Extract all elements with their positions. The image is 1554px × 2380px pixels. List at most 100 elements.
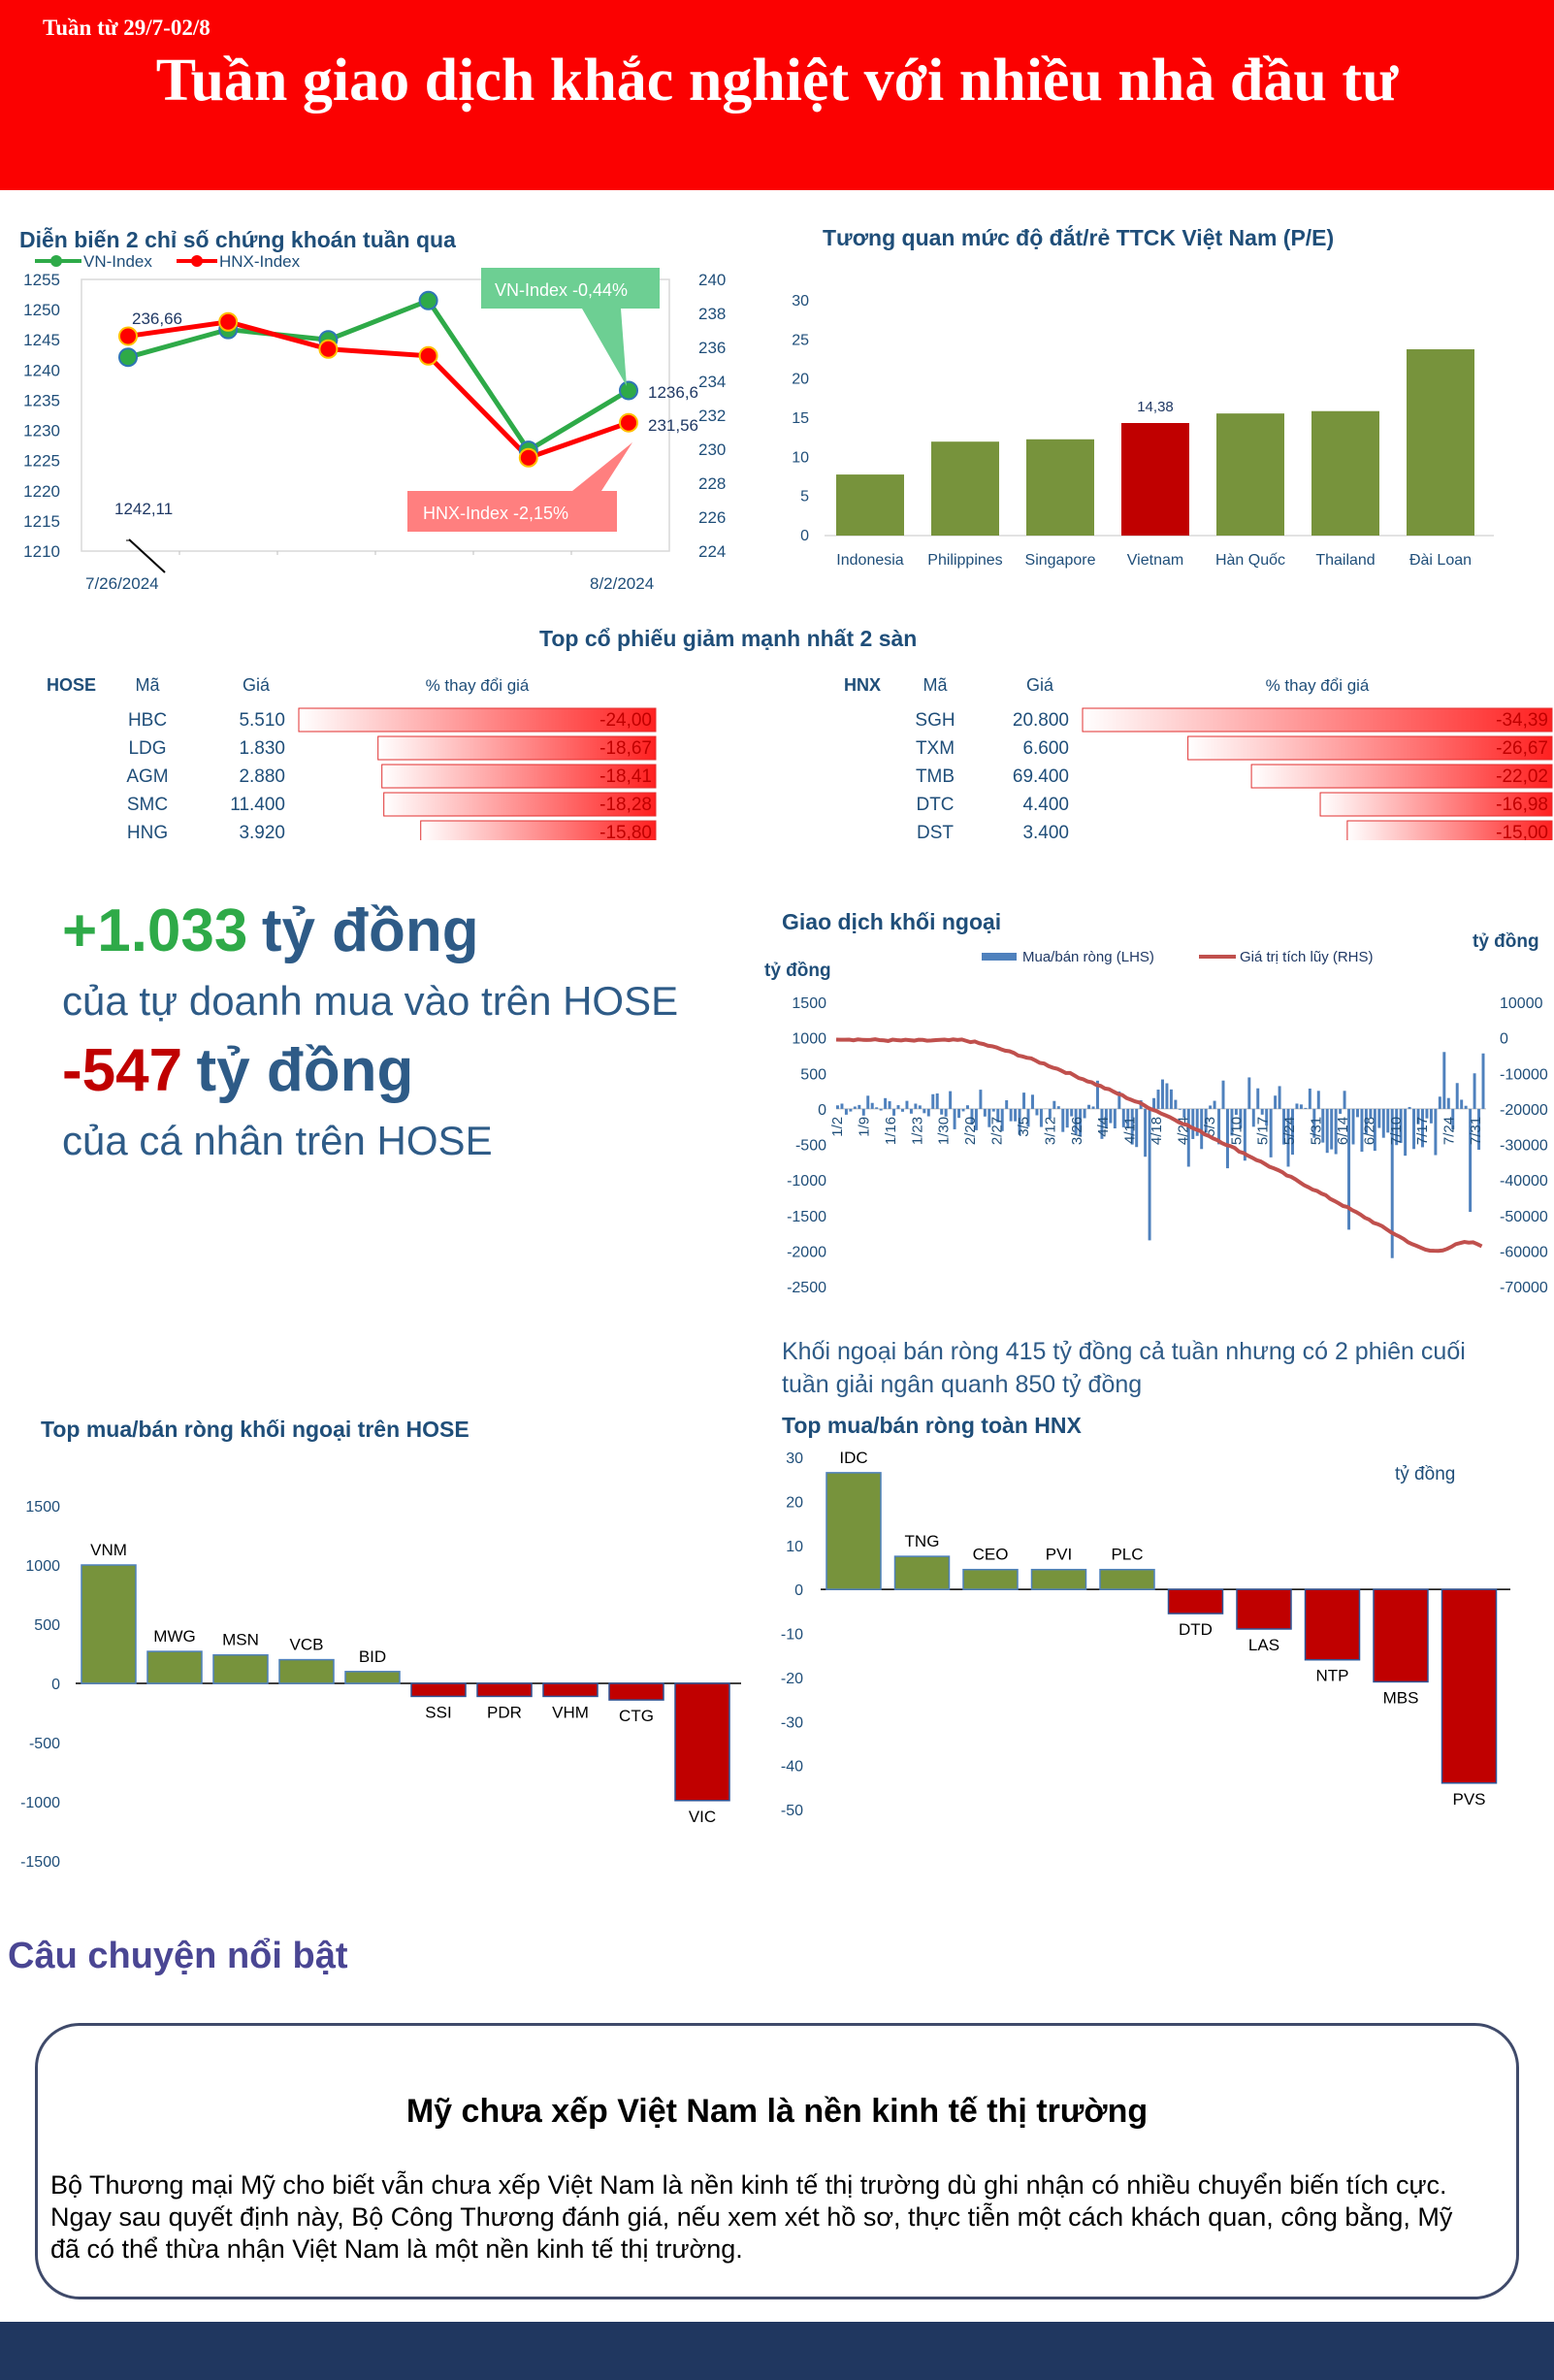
loser-change-value: -22,02 bbox=[1496, 766, 1548, 787]
foreign-flow-bar bbox=[1404, 1108, 1408, 1157]
foreign-flow-bar bbox=[1161, 1079, 1164, 1109]
loser-price: 6.600 bbox=[1022, 738, 1069, 759]
callout-hnx: HNX-Index -2,15% bbox=[407, 442, 632, 532]
hnx-foreign-tick: 20 bbox=[786, 1494, 803, 1511]
foreign-flow-bar bbox=[953, 1108, 956, 1129]
hose-foreign-bar-ctg bbox=[608, 1682, 664, 1701]
index-right-tick: 232 bbox=[698, 407, 726, 425]
hnx-foreign-label: NTP bbox=[1316, 1667, 1349, 1685]
foreign-flow-bar bbox=[1451, 1108, 1455, 1130]
hnx-foreign-bar-mbs bbox=[1373, 1588, 1429, 1683]
hose-foreign-bar-msn bbox=[212, 1653, 269, 1684]
index-left-tick: 1230 bbox=[23, 422, 60, 440]
loser-code: DST bbox=[917, 823, 954, 840]
foreign-flow-bar bbox=[1096, 1080, 1099, 1109]
foreign-flow-bar bbox=[970, 1108, 974, 1125]
loser-code: TXM bbox=[916, 738, 955, 759]
foreign-flow-bar bbox=[884, 1097, 888, 1109]
index-chart-title: Diễn biến 2 chỉ số chứng khoán tuần qua bbox=[19, 227, 456, 252]
hose-foreign-chart: 1500 1000 500 0 -500 -1000 -1500 VNM MWG MSN VCB B… bbox=[20, 1499, 741, 1871]
foreign-flow-bar bbox=[1039, 1108, 1043, 1127]
foreign-left-tick: 500 bbox=[800, 1066, 826, 1083]
index-right-tick: 226 bbox=[698, 508, 726, 527]
pe-bar-vietnam bbox=[1121, 423, 1189, 536]
hose-foreign-bar-mwg bbox=[146, 1650, 203, 1684]
hose-foreign-label: VIC bbox=[689, 1808, 716, 1826]
foreign-flow-bar bbox=[1178, 1108, 1182, 1110]
loser-price: 4.400 bbox=[1022, 795, 1069, 815]
foreign-left-tick: 0 bbox=[818, 1102, 826, 1119]
loser-price: 11.400 bbox=[230, 795, 285, 815]
foreign-flow-bar bbox=[1126, 1108, 1130, 1128]
index-right-tick: 224 bbox=[698, 542, 726, 561]
hose-foreign-bar-ssi bbox=[410, 1682, 467, 1698]
loser-price: 1.830 bbox=[239, 738, 285, 759]
foreign-flow-bar bbox=[1351, 1108, 1355, 1145]
foreign-cumulative-line bbox=[835, 1037, 1483, 1254]
foreign-flow-bar bbox=[974, 1108, 978, 1130]
foreign-flow-bar bbox=[1169, 1089, 1173, 1109]
foreign-flow-bar bbox=[1191, 1108, 1195, 1139]
loser-change-bar bbox=[381, 764, 657, 789]
index-right-tick: 238 bbox=[698, 305, 726, 323]
week-label: Tuần từ 29/7-02/8 bbox=[43, 16, 210, 40]
pe-chart-title: Tương quan mức độ đắt/rẻ TTCK Việt Nam (… bbox=[823, 225, 1335, 250]
hnx-foreign-bar-ntp bbox=[1304, 1588, 1361, 1661]
svg-text:HNX-Index -2,15%: HNX-Index -2,15% bbox=[423, 504, 568, 523]
foreign-flow-bar bbox=[1330, 1108, 1334, 1150]
foreign-right-tick: 0 bbox=[1500, 1031, 1508, 1048]
foreign-flow-bar bbox=[1434, 1108, 1438, 1156]
hose-foreign-tick: 1000 bbox=[25, 1558, 60, 1575]
hnx-foreign-tick: -40 bbox=[781, 1759, 803, 1776]
label-hnx-end: 231,56 bbox=[648, 416, 698, 435]
hnx-index-line bbox=[127, 319, 630, 461]
pe-tick: 5 bbox=[800, 489, 809, 505]
loser-change-bar bbox=[1346, 820, 1553, 840]
hose-foreign-label: BID bbox=[359, 1647, 386, 1666]
foreign-flow-bar bbox=[1217, 1108, 1221, 1145]
foreign-flow-bar bbox=[1364, 1108, 1368, 1134]
label-vn-start: 1242,11 bbox=[114, 500, 173, 518]
foreign-flow-bar bbox=[1274, 1095, 1278, 1109]
foreign-date-label: 1/9 bbox=[856, 1117, 872, 1137]
foreign-flow-bar bbox=[1416, 1108, 1420, 1125]
pe-bar-philippines bbox=[931, 441, 999, 536]
loser-change-value: -18,41 bbox=[599, 766, 652, 787]
foreign-flow-bar bbox=[870, 1102, 874, 1109]
foreign-flow-bar bbox=[1209, 1105, 1213, 1109]
foreign-flow-bar bbox=[1312, 1108, 1316, 1138]
foreign-flow-bar bbox=[1152, 1097, 1156, 1109]
foreign-date-label: 5/17 bbox=[1255, 1117, 1272, 1145]
foreign-flow-bar bbox=[849, 1108, 853, 1112]
foreign-flow-bar bbox=[1291, 1108, 1294, 1156]
foreign-flow-bar bbox=[1000, 1108, 1004, 1131]
foreign-flow-bar bbox=[1373, 1108, 1376, 1152]
loser-change-bar bbox=[383, 792, 657, 817]
foreign-flow-bar bbox=[1282, 1108, 1286, 1145]
foreign-flow-bar bbox=[1165, 1083, 1169, 1109]
loser-price: 3.920 bbox=[239, 823, 285, 840]
foreign-left-tick: 1500 bbox=[792, 995, 826, 1012]
foreign-flow-bar bbox=[1121, 1108, 1125, 1127]
loser-change-bar bbox=[420, 820, 657, 840]
foreign-flow-bar bbox=[983, 1108, 987, 1117]
foreign-flow-bar bbox=[1455, 1083, 1459, 1109]
label-hnx-start: 236,66 bbox=[132, 310, 182, 328]
foreign-flow-bar bbox=[1425, 1108, 1429, 1119]
page-title: Tuần giao dịch khắc nghiệt với nhiều nhà… bbox=[155, 48, 1399, 114]
foreign-date-label: 2/20 bbox=[962, 1117, 979, 1145]
foreign-flow-bar bbox=[861, 1108, 865, 1116]
foreign-flow-bar bbox=[1343, 1091, 1346, 1109]
foreign-flow-bar bbox=[949, 1091, 953, 1109]
foreign-flow-bar bbox=[1278, 1086, 1281, 1109]
foreign-flow-bar bbox=[1035, 1108, 1039, 1116]
foreign-flow-bar bbox=[1117, 1091, 1121, 1109]
foreign-flow-bar bbox=[923, 1108, 926, 1114]
foreign-flow-bar bbox=[1446, 1097, 1450, 1109]
foreign-right-tick: -20000 bbox=[1500, 1102, 1548, 1119]
index-left-tick: 1220 bbox=[23, 482, 60, 501]
hnx-foreign-tick: -30 bbox=[781, 1714, 803, 1731]
vn-index-point bbox=[418, 290, 438, 310]
foreign-legend-line: Giá trị tích lũy (RHS) bbox=[1240, 949, 1374, 965]
hose-foreign-label: VNM bbox=[90, 1541, 127, 1559]
